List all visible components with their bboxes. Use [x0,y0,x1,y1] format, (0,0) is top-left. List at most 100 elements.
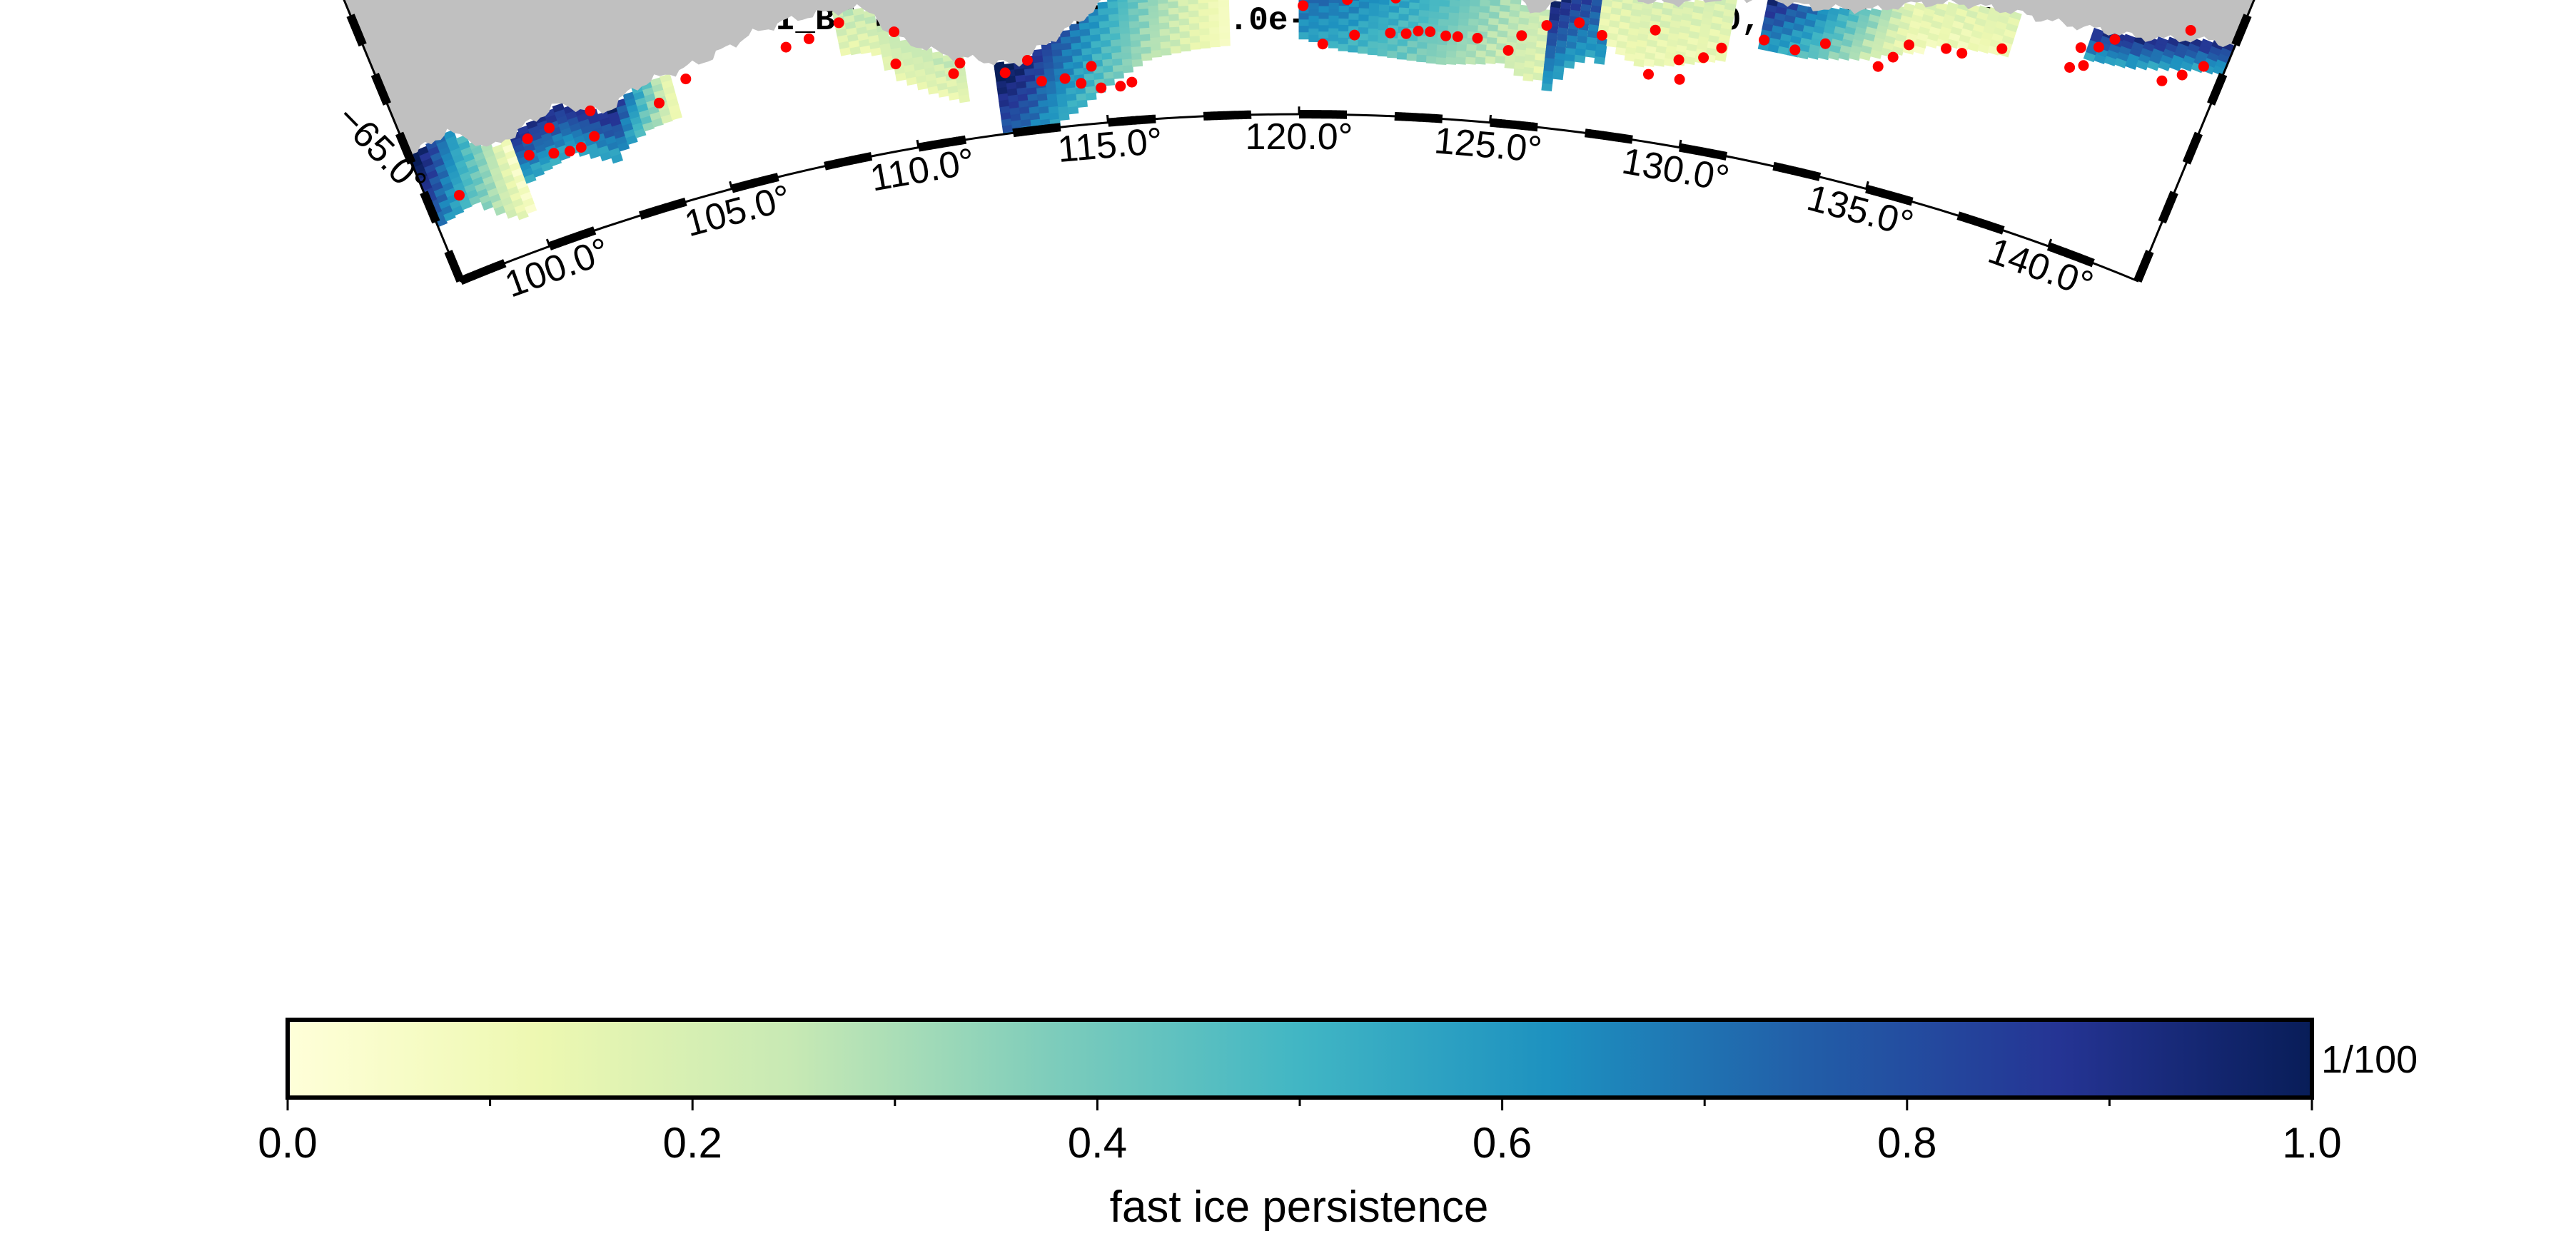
fast-ice-cell [1103,65,1114,74]
iceberg-marker [564,146,575,157]
fast-ice-cell [1159,29,1171,37]
fast-ice-cell [1328,41,1339,49]
fast-ice-cell [1368,9,1380,17]
fast-ice-cell [1208,21,1221,29]
lon-label: 120.0° [1246,116,1353,158]
iceberg-marker [1574,17,1585,29]
frame-segment [2158,191,2178,224]
fast-ice-cell [1859,51,1872,61]
fast-ice-cell [1522,73,1535,82]
fast-ice-cell [906,76,918,86]
fast-ice-cell [1436,44,1448,53]
iceberg-marker [1425,26,1436,37]
fast-ice-cell [1797,50,1809,60]
fast-ice-cell [1465,50,1478,59]
fast-ice-cell [1914,39,1928,49]
fast-ice-cell [1465,56,1477,65]
fast-ice-cell [1977,44,1990,54]
fast-ice-cell [1378,4,1390,12]
iceberg-marker [2176,69,2188,81]
frame-segment [420,191,440,224]
iceberg-marker [1472,33,1483,44]
fast-ice-cell [1161,48,1172,56]
fast-ice-cell [1358,34,1369,41]
fast-ice-cell [524,173,537,184]
iceberg-marker [803,33,814,44]
frame-segment [458,259,507,285]
fast-ice-cell [1497,30,1509,39]
lon-label: 115.0° [1056,120,1164,171]
fast-ice-cell [1406,46,1418,55]
frame-segment [2133,250,2154,283]
fast-ice-cell [1398,14,1410,22]
fast-ice-cell [1418,16,1430,24]
fast-ice-cell [1438,6,1450,14]
frame-segment [1584,128,1633,144]
fast-ice-cell [1487,18,1500,26]
fast-ice-cell [1122,65,1134,74]
iceberg-marker [1789,44,1801,56]
fast-ice-cell [1418,10,1430,18]
fast-ice-cell [1438,12,1450,21]
fast-ice-cell [1358,8,1370,16]
fast-ice-cell [1091,46,1103,56]
fast-ice-cell [610,153,624,164]
fast-ice-cell [1428,5,1440,13]
fast-ice-cell [1128,21,1141,29]
fast-ice-cell [1358,1,1370,9]
fast-ice-cell [1178,0,1189,7]
colorbar-ramp [286,1018,2314,1100]
iceberg-marker [1059,73,1071,84]
fast-ice-cell [1469,6,1480,14]
fast-ice-cell [1663,58,1675,67]
fast-ice-cell [1624,53,1636,62]
iceberg-marker [1036,76,1047,87]
frame-segment [1490,118,1538,132]
fast-ice-cell [1448,19,1460,27]
iceberg-marker [1541,20,1552,31]
fast-ice-cell [1169,33,1181,41]
fast-ice-cell [1170,39,1181,48]
fast-ice-cell [1219,32,1231,40]
fast-ice-cell [617,141,630,152]
fast-ice-cell [1318,25,1330,33]
iceberg-marker [2093,41,2104,53]
fast-ice-cell [1438,19,1450,27]
fast-ice-cell [1148,18,1161,26]
iceberg-marker [1342,0,1353,6]
iceberg-marker [585,105,596,116]
fast-ice-cell [1160,41,1171,50]
fast-ice-cell [1103,71,1115,80]
fast-ice-cell [1103,78,1116,86]
fast-ice-cell [1428,17,1440,26]
fast-ice-cell [1458,25,1469,34]
fast-ice-cell [2158,60,2171,71]
lon-tick [1106,114,1109,123]
fast-ice-cell [1446,44,1458,53]
fast-ice-cell [2093,54,2107,65]
fast-ice-cell [1101,52,1113,61]
iceberg-marker [522,133,533,144]
frame-segment [1772,161,1822,181]
fast-ice-cell [1308,16,1320,24]
fast-ice-cell [1388,12,1400,20]
fast-ice-cell [1118,20,1131,29]
fast-ice-cell [1367,47,1378,56]
fast-ice-cell [1328,34,1340,42]
fast-ice-cell [1117,1,1129,10]
fast-ice-cell [1149,24,1161,33]
iceberg-marker [1716,42,1727,54]
frame-segment [548,226,597,250]
lon-tick [2047,238,2053,247]
frame-segment [2231,14,2252,47]
fast-ice-cell [1090,34,1101,43]
fast-ice-cell [1091,53,1103,62]
fast-ice-cell [1218,19,1230,27]
fast-ice-cell [927,86,939,95]
lon-label: 140.0° [1983,230,2098,305]
lon-tick [1489,114,1492,123]
fast-ice-cell [1368,28,1379,36]
fast-ice-cell [1486,36,1498,46]
iceberg-marker [1819,38,1831,49]
